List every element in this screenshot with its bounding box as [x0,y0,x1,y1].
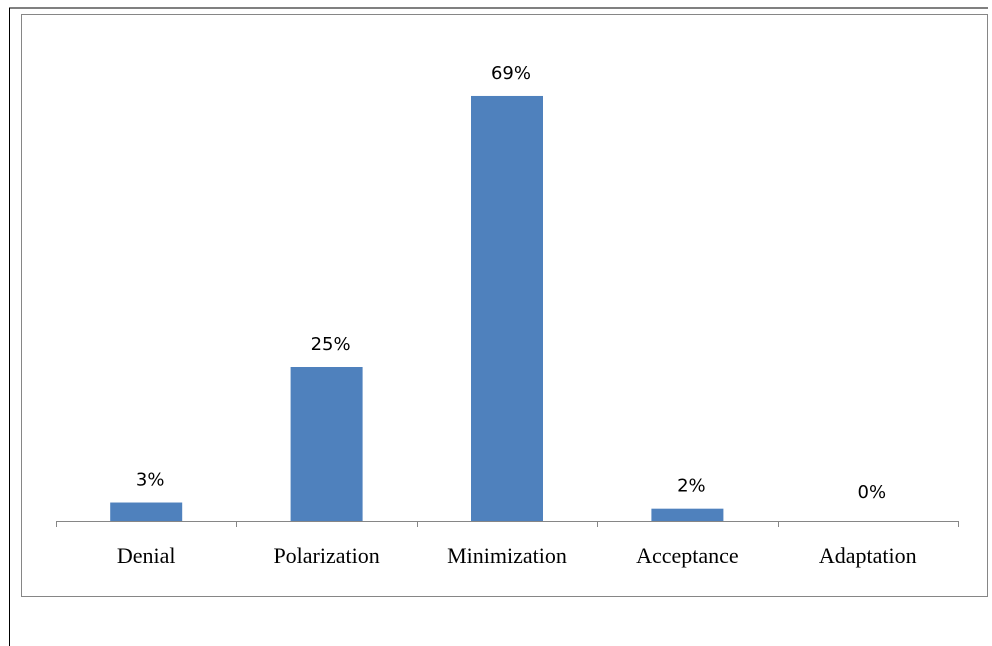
category-label-adaptation: Adaptation [819,543,917,568]
page-border-lines [9,7,988,646]
data-label-adaptation: 0% [858,482,887,503]
bars-layer [110,95,724,522]
chart-frame [21,14,988,597]
category-label-polarization: Polarization [273,543,379,568]
bar-acceptance [651,508,724,521]
x-axis [56,521,959,527]
category-label-acceptance: Acceptance [636,543,739,568]
data-label-polarization: 25% [311,334,351,355]
bar-polarization [290,367,363,521]
data-label-acceptance: 2% [677,476,706,497]
data-label-minimization: 69% [491,63,531,84]
category-labels-layer: Denial Polarization Minimization Acceptance… [117,543,917,568]
bar-minimization [471,95,543,522]
bar-denial [110,502,183,521]
category-label-denial: Denial [117,543,176,568]
category-label-minimization: Minimization [447,543,567,568]
data-label-denial: 3% [136,470,165,491]
data-labels-layer: 3% 25% 69% 2% 0% [136,63,886,503]
